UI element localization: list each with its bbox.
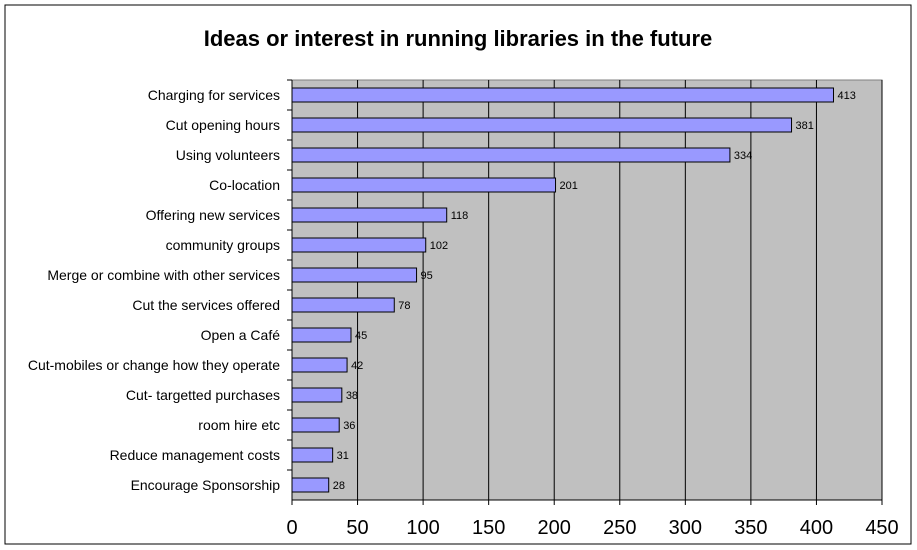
- category-label: Charging for services: [148, 87, 280, 103]
- x-tick-label: 50: [346, 517, 368, 539]
- category-label: community groups: [166, 237, 280, 253]
- data-label: 38: [346, 390, 358, 402]
- data-label: 334: [734, 150, 752, 162]
- x-tick-label: 150: [472, 517, 505, 539]
- category-label: Using volunteers: [176, 147, 280, 163]
- category-label: Cut-mobiles or change how they operate: [28, 357, 280, 373]
- data-label: 95: [421, 270, 433, 282]
- data-label: 102: [430, 240, 448, 252]
- bar: [291, 117, 793, 133]
- category-label: Encourage Sponsorship: [131, 477, 281, 493]
- bar: [291, 417, 340, 433]
- bar: [291, 477, 330, 493]
- x-axis: 0 50 100 150 200 250 300 350 400 450: [286, 79, 899, 539]
- category-label: Cut the services offered: [132, 297, 280, 313]
- data-label: 118: [451, 210, 469, 222]
- category-label: Open a Café: [201, 327, 281, 343]
- bar: [291, 87, 834, 103]
- data-label: 78: [398, 300, 410, 312]
- data-label: 31: [337, 450, 349, 462]
- x-tick-label: 250: [603, 517, 636, 539]
- category-label: Offering new services: [146, 207, 280, 223]
- category-label: Merge or combine with other services: [47, 267, 280, 283]
- data-label: 201: [560, 180, 578, 192]
- bar: [291, 327, 352, 343]
- plot-area: [291, 79, 883, 501]
- bar: [291, 357, 348, 373]
- bar: [291, 387, 343, 403]
- x-tick-label: 300: [669, 517, 702, 539]
- data-label: 42: [351, 360, 363, 372]
- bar: [291, 447, 334, 463]
- x-tick-label: 350: [734, 517, 767, 539]
- category-label: Cut- targetted purchases: [126, 387, 280, 403]
- bar: [291, 207, 448, 223]
- x-tick-label: 100: [406, 517, 439, 539]
- bar: [291, 177, 557, 193]
- data-label: 45: [355, 330, 367, 342]
- category-label: Co-location: [209, 177, 280, 193]
- x-tick-label: 200: [538, 517, 571, 539]
- bar: [291, 297, 395, 313]
- data-label: 28: [333, 480, 345, 492]
- data-label: 36: [343, 420, 355, 432]
- x-tick-label: 400: [800, 517, 833, 539]
- data-label: 381: [796, 120, 814, 132]
- chart-title: Ideas or interest in running libraries i…: [204, 26, 713, 51]
- bar: [291, 267, 418, 283]
- x-tick-label: 450: [865, 517, 898, 539]
- category-label: Reduce management costs: [110, 447, 280, 463]
- category-labels: Charging for services Cut opening hours Us…: [28, 87, 280, 493]
- data-labels: 413 381 334 201 118 102 95 78 45 42 38 36 31 28: [333, 90, 856, 492]
- bar: [291, 147, 731, 163]
- category-label: room hire etc: [198, 417, 280, 433]
- bar: [291, 237, 427, 253]
- data-label: 413: [837, 90, 855, 102]
- x-tick-label: 0: [286, 517, 297, 539]
- bars: [291, 87, 834, 493]
- category-label: Cut opening hours: [166, 117, 280, 133]
